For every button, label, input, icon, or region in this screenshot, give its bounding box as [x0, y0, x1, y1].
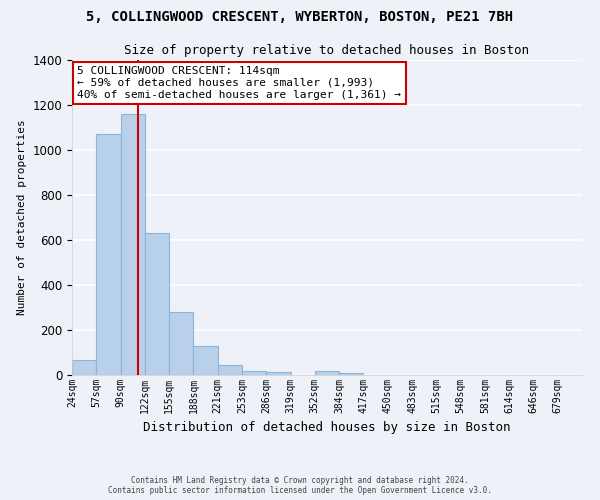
Bar — [266, 372, 290, 375]
Bar — [193, 346, 218, 375]
Y-axis label: Number of detached properties: Number of detached properties — [17, 120, 27, 316]
Bar — [218, 365, 242, 375]
Title: Size of property relative to detached houses in Boston: Size of property relative to detached ho… — [125, 44, 530, 58]
Bar — [315, 370, 339, 375]
Bar — [339, 373, 364, 375]
Bar — [169, 312, 193, 375]
Bar — [72, 360, 96, 375]
Text: 5, COLLINGWOOD CRESCENT, WYBERTON, BOSTON, PE21 7BH: 5, COLLINGWOOD CRESCENT, WYBERTON, BOSTO… — [86, 10, 514, 24]
Bar — [121, 114, 145, 375]
Text: 5 COLLINGWOOD CRESCENT: 114sqm
← 59% of detached houses are smaller (1,993)
40% : 5 COLLINGWOOD CRESCENT: 114sqm ← 59% of … — [77, 66, 401, 100]
Bar — [96, 134, 121, 375]
Bar — [145, 233, 169, 375]
Text: Contains HM Land Registry data © Crown copyright and database right 2024.
Contai: Contains HM Land Registry data © Crown c… — [108, 476, 492, 495]
X-axis label: Distribution of detached houses by size in Boston: Distribution of detached houses by size … — [143, 422, 511, 434]
Bar — [242, 370, 266, 375]
